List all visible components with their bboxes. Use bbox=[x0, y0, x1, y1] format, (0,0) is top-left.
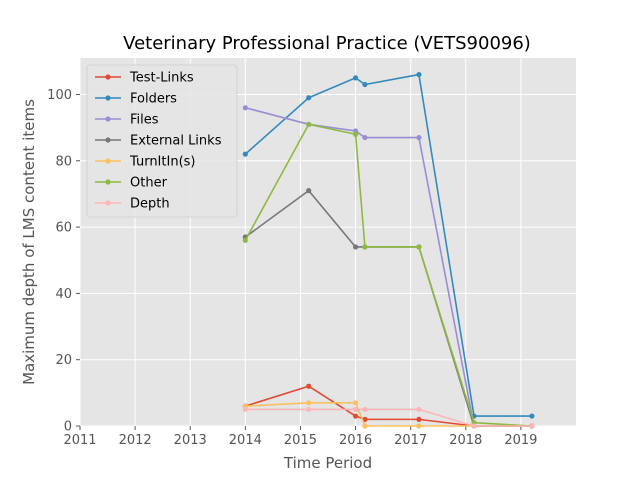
data-point bbox=[306, 95, 312, 101]
data-point bbox=[416, 71, 422, 78]
legend-marker bbox=[105, 179, 111, 185]
y-axis-label: Maximum depth of LMS content items bbox=[20, 99, 38, 385]
legend-marker bbox=[105, 95, 111, 101]
data-point bbox=[352, 131, 359, 137]
data-point bbox=[242, 237, 248, 243]
data-point bbox=[352, 406, 359, 413]
legend-entry: Depth bbox=[95, 197, 170, 212]
data-point bbox=[416, 406, 422, 413]
data-point bbox=[306, 406, 312, 413]
data-point bbox=[362, 244, 368, 250]
data-point bbox=[352, 413, 359, 419]
data-point bbox=[362, 81, 368, 88]
y-tick-label: 20 bbox=[55, 353, 72, 368]
data-point bbox=[362, 423, 368, 429]
data-point bbox=[416, 416, 422, 422]
legend-marker bbox=[105, 74, 111, 80]
x-tick-label: 2016 bbox=[339, 433, 372, 448]
legend-marker bbox=[105, 137, 111, 143]
data-point bbox=[362, 406, 368, 413]
data-point bbox=[471, 423, 477, 429]
x-tick-label: 2018 bbox=[449, 433, 482, 448]
x-tick-label: 2019 bbox=[504, 433, 537, 448]
legend-entry: Files bbox=[95, 113, 159, 128]
series-lines bbox=[242, 71, 535, 429]
y-tick-label: 60 bbox=[55, 221, 72, 236]
legend-entry: Test-Links bbox=[95, 71, 194, 86]
series-depth bbox=[242, 406, 535, 429]
legend-label: Depth bbox=[130, 197, 170, 212]
data-point bbox=[306, 188, 312, 194]
y-tick-label: 0 bbox=[64, 420, 72, 435]
legend: Test-Links Folders Files External Links Turn… bbox=[86, 64, 238, 218]
legend-box bbox=[86, 64, 238, 218]
data-point bbox=[242, 151, 248, 157]
y-tick-label: 40 bbox=[55, 287, 72, 302]
series-folders bbox=[242, 71, 535, 419]
data-point bbox=[529, 413, 535, 419]
data-point bbox=[416, 244, 422, 250]
legend-marker bbox=[105, 116, 111, 122]
data-point bbox=[242, 406, 248, 413]
data-point bbox=[529, 423, 535, 429]
y-tick-label: 80 bbox=[55, 154, 72, 169]
legend-label: Files bbox=[130, 113, 159, 128]
data-point bbox=[306, 400, 312, 406]
y-tick-label: 100 bbox=[47, 88, 72, 103]
data-point bbox=[352, 75, 359, 81]
legend-label: Folders bbox=[130, 92, 177, 107]
legend-entry: Other bbox=[95, 176, 168, 191]
legend-label: External Links bbox=[130, 134, 222, 149]
legend-label: TurnItIn(s) bbox=[129, 155, 195, 170]
data-point bbox=[306, 383, 312, 389]
x-tick-label: 2015 bbox=[284, 433, 317, 448]
data-point bbox=[362, 134, 368, 141]
legend-entry: TurnItIn(s) bbox=[95, 155, 195, 170]
data-point bbox=[352, 244, 359, 250]
x-tick-label: 2012 bbox=[119, 433, 152, 448]
legend-entry: Folders bbox=[95, 92, 177, 107]
data-point bbox=[306, 121, 312, 127]
chart-title: Veterinary Professional Practice (VETS90… bbox=[123, 33, 531, 54]
x-tick-label: 2013 bbox=[174, 433, 207, 448]
data-point bbox=[416, 423, 422, 429]
data-point bbox=[242, 105, 248, 111]
legend-label: Other bbox=[130, 176, 168, 191]
y-axis-ticks: 0 20 40 60 80 100 bbox=[47, 88, 80, 435]
data-point bbox=[416, 134, 422, 141]
x-axis-ticks: 2011 2012 2013 2014 2015 2016 2017 2018 2019 bbox=[63, 426, 537, 448]
x-tick-label: 2014 bbox=[229, 433, 262, 448]
x-tick-label: 2017 bbox=[394, 433, 427, 448]
legend-entry: External Links bbox=[95, 134, 222, 149]
legend-marker bbox=[105, 200, 111, 206]
legend-label: Test-Links bbox=[129, 71, 194, 86]
legend-marker bbox=[105, 158, 111, 164]
x-axis-label: Time Period bbox=[283, 454, 372, 472]
x-tick-label: 2011 bbox=[63, 433, 96, 448]
data-point bbox=[352, 400, 359, 406]
